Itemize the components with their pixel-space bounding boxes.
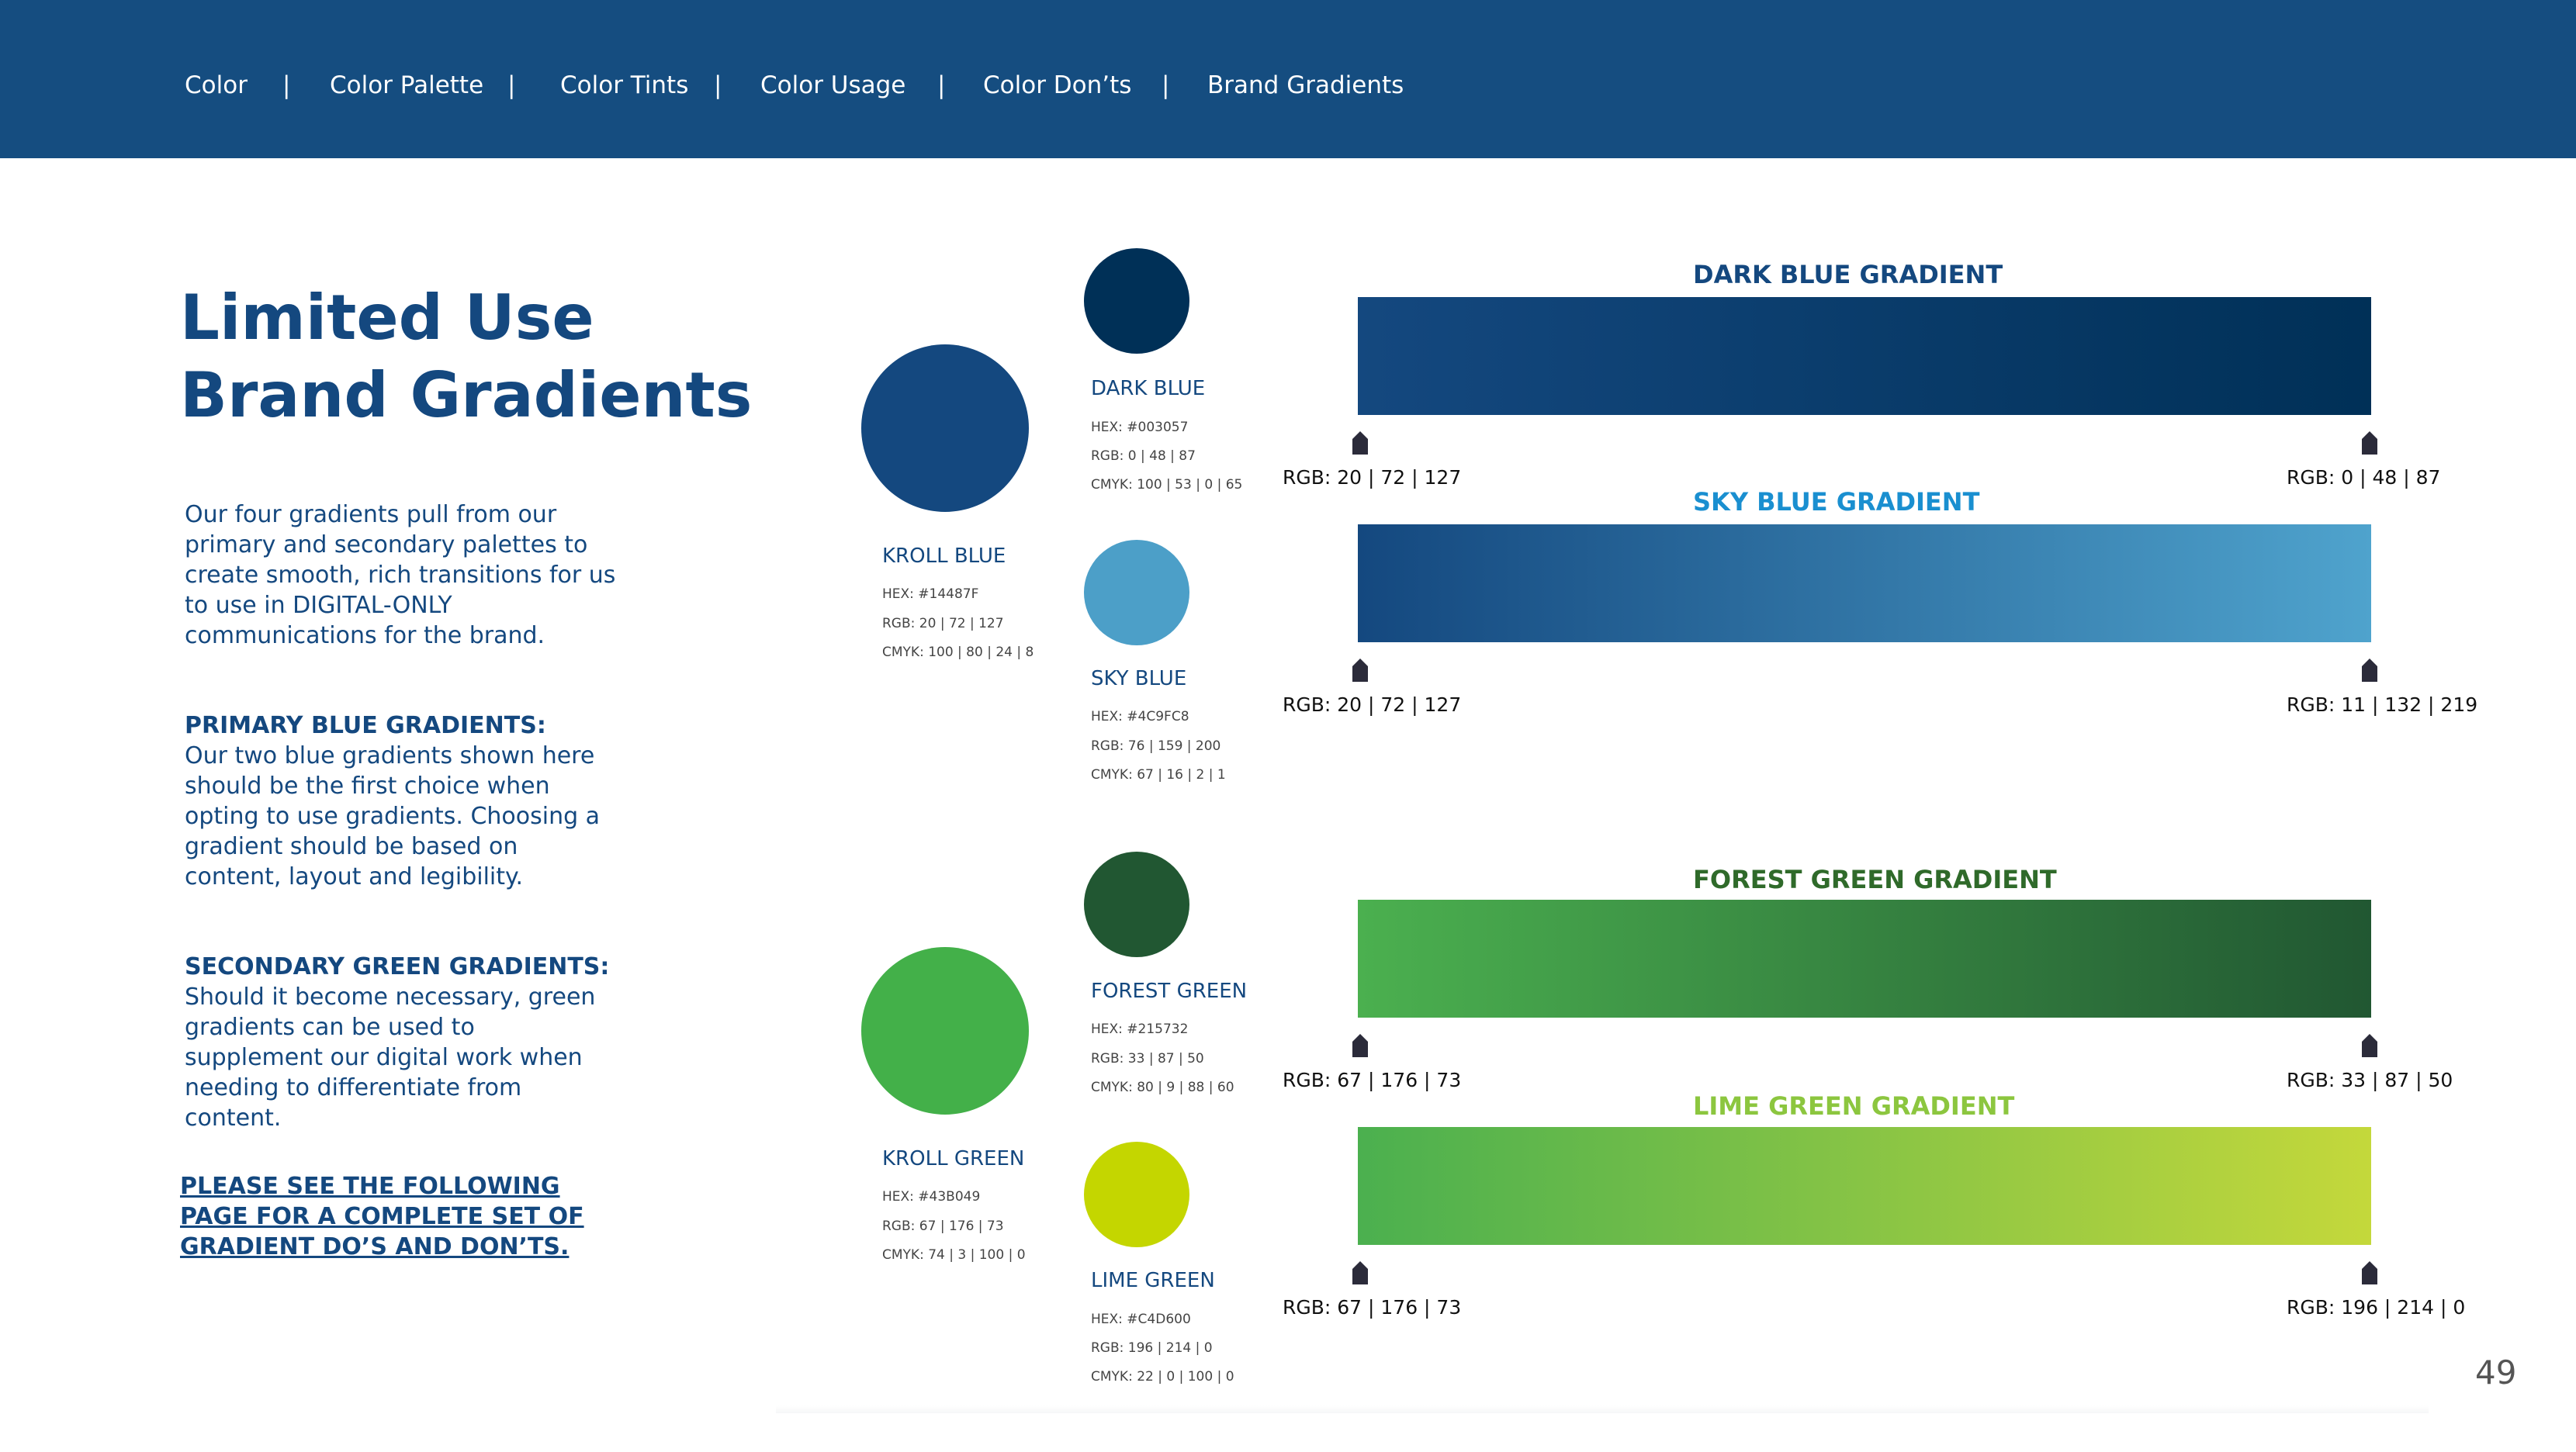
lime-green-gradient-bar — [1358, 1127, 2371, 1245]
secondary-gradients-heading: SECONDARY GREEN GRADIENTS: — [185, 953, 610, 980]
kroll-blue-cmyk: CMYK: 100 | 80 | 24 | 8 — [882, 645, 1034, 660]
lime-green-gradient-title: LIME GREEN GRADIENT — [1693, 1091, 2015, 1121]
lime-green-name: LIME GREEN — [1091, 1269, 1215, 1292]
nav-separator: | — [937, 71, 946, 99]
primary-gradients-heading: PRIMARY BLUE GRADIENTS: — [185, 712, 546, 739]
header-bar: Color | Color Palette | Color Tints | Co… — [0, 0, 2576, 158]
gradient-stop-marker-icon — [2362, 431, 2377, 455]
nav-item-color-donts[interactable]: Color Don’ts — [983, 71, 1132, 99]
sky-blue-gradient-start-rgb: RGB: 20 | 72 | 127 — [1283, 693, 1462, 716]
lime-green-hex: HEX: #C4D600 — [1091, 1312, 1191, 1327]
page-title: Limited Use Brand Gradients — [180, 279, 752, 434]
dark-blue-rgb: RGB: 0 | 48 | 87 — [1091, 448, 1196, 464]
nav-item-color-palette[interactable]: Color Palette — [330, 71, 484, 99]
forest-green-swatch — [1084, 852, 1189, 957]
dark-blue-name: DARK BLUE — [1091, 377, 1206, 400]
gradient-stop-marker-icon — [1352, 659, 1368, 682]
sky-blue-gradient-title: SKY BLUE GRADIENT — [1693, 487, 1980, 517]
kroll-green-name: KROLL GREEN — [882, 1147, 1025, 1170]
nav-item-color-usage[interactable]: Color Usage — [760, 71, 906, 99]
nav-separator: | — [507, 71, 516, 99]
lime-green-gradient-end-rgb: RGB: 196 | 214 | 0 — [2287, 1296, 2466, 1319]
secondary-gradients-section: SECONDARY GREEN GRADIENTS: Should it bec… — [185, 952, 619, 1133]
kroll-green-hex: HEX: #43B049 — [882, 1189, 981, 1205]
dark-blue-gradient-start-rgb: RGB: 20 | 72 | 127 — [1283, 466, 1462, 489]
forest-green-gradient-end-rgb: RGB: 33 | 87 | 50 — [2287, 1069, 2453, 1091]
nav-separator: | — [282, 71, 291, 99]
forest-green-name: FOREST GREEN — [1091, 980, 1248, 1003]
bottom-shadow-divider — [776, 1405, 2429, 1413]
page-title-line-2: Brand Gradients — [180, 359, 753, 431]
sky-blue-rgb: RGB: 76 | 159 | 200 — [1091, 738, 1221, 754]
intro-paragraph: Our four gradients pull from our primary… — [185, 501, 616, 649]
forest-green-gradient-title: FOREST GREEN GRADIENT — [1693, 865, 2057, 894]
nav-item-color-tints[interactable]: Color Tints — [560, 71, 689, 99]
primary-gradients-body: Our two blue gradients shown here should… — [185, 742, 601, 890]
kroll-blue-swatch — [861, 344, 1029, 512]
gradient-stop-marker-icon — [1352, 1261, 1368, 1284]
page-number: 49 — [2475, 1353, 2517, 1392]
dark-blue-gradient-end-rgb: RGB: 0 | 48 | 87 — [2287, 466, 2441, 489]
forest-green-gradient-start-rgb: RGB: 67 | 176 | 73 — [1283, 1069, 1462, 1091]
kroll-blue-rgb: RGB: 20 | 72 | 127 — [882, 616, 1004, 631]
lime-green-swatch — [1084, 1142, 1189, 1247]
sky-blue-name: SKY BLUE — [1091, 667, 1187, 690]
nav-separator: | — [1162, 71, 1170, 99]
gradient-stop-marker-icon — [2362, 659, 2377, 682]
dos-and-donts-link[interactable]: PLEASE SEE THE FOLLOWING PAGE FOR A COMP… — [180, 1173, 584, 1260]
dark-blue-gradient-title: DARK BLUE GRADIENT — [1693, 260, 2003, 289]
forest-green-cmyk: CMYK: 80 | 9 | 88 | 60 — [1091, 1080, 1234, 1095]
forest-green-hex: HEX: #215732 — [1091, 1022, 1189, 1037]
nav-separator: | — [714, 71, 722, 99]
forest-green-gradient-bar — [1358, 900, 2371, 1018]
sky-blue-swatch — [1084, 540, 1189, 645]
kroll-green-rgb: RGB: 67 | 176 | 73 — [882, 1219, 1004, 1234]
page-title-line-1: Limited Use — [180, 282, 594, 354]
gradient-stop-marker-icon — [1352, 1034, 1368, 1057]
forest-green-rgb: RGB: 33 | 87 | 50 — [1091, 1051, 1204, 1067]
kroll-green-swatch — [861, 947, 1029, 1115]
lime-green-rgb: RGB: 196 | 214 | 0 — [1091, 1340, 1213, 1356]
gradient-stop-marker-icon — [1352, 431, 1368, 455]
dark-blue-swatch — [1084, 248, 1189, 354]
sky-blue-gradient-bar — [1358, 524, 2371, 642]
nav-item-color[interactable]: Color — [185, 71, 248, 99]
dark-blue-gradient-bar — [1358, 297, 2371, 415]
lime-green-gradient-start-rgb: RGB: 67 | 176 | 73 — [1283, 1296, 1462, 1319]
primary-gradients-section: PRIMARY BLUE GRADIENTS: Our two blue gra… — [185, 710, 619, 892]
gradient-stop-marker-icon — [2362, 1034, 2377, 1057]
nav-item-brand-gradients[interactable]: Brand Gradients — [1207, 71, 1404, 99]
kroll-blue-name: KROLL BLUE — [882, 544, 1006, 568]
kroll-blue-hex: HEX: #14487F — [882, 586, 979, 602]
lime-green-cmyk: CMYK: 22 | 0 | 100 | 0 — [1091, 1369, 1234, 1385]
dark-blue-cmyk: CMYK: 100 | 53 | 0 | 65 — [1091, 477, 1243, 493]
sky-blue-gradient-end-rgb: RGB: 11 | 132 | 219 — [2287, 693, 2478, 716]
secondary-gradients-body: Should it become necessary, green gradie… — [185, 984, 596, 1132]
sky-blue-cmyk: CMYK: 67 | 16 | 2 | 1 — [1091, 767, 1226, 783]
sky-blue-hex: HEX: #4C9FC8 — [1091, 709, 1189, 724]
gradient-stop-marker-icon — [2362, 1261, 2377, 1284]
kroll-green-cmyk: CMYK: 74 | 3 | 100 | 0 — [882, 1247, 1026, 1263]
dark-blue-hex: HEX: #003057 — [1091, 420, 1189, 435]
